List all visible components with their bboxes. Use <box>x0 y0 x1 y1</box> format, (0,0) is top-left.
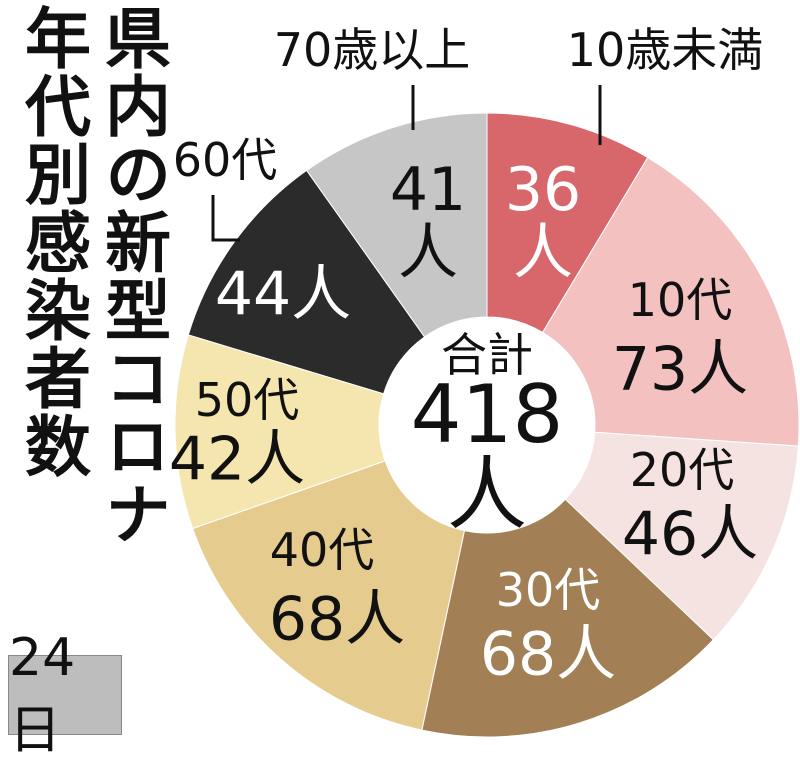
donut-segment <box>192 460 466 731</box>
value-label: 68人 <box>479 619 617 690</box>
category-label: 50代 <box>194 372 300 427</box>
category-label: 30代 <box>495 562 601 617</box>
value-label: 73人 <box>611 334 749 405</box>
category-label: 60代 <box>172 132 278 187</box>
title-line: 県内の新型コロナ <box>94 4 171 548</box>
leader-line <box>211 195 240 242</box>
category-label: 70歳以上 <box>273 22 471 77</box>
donut-segment <box>421 498 715 738</box>
date-badge: 24日 <box>8 628 122 761</box>
category-label: 40代 <box>269 522 375 577</box>
donut-segment <box>174 334 386 530</box>
value-label: 68人 <box>268 584 406 655</box>
value-label: 46人 <box>621 499 759 570</box>
donut-segment <box>541 156 800 447</box>
value-label: 42人 <box>168 424 306 495</box>
donut-segment <box>305 112 488 338</box>
value-label: 41人 <box>389 155 467 288</box>
title-line: 年代別感染者数 <box>14 4 91 480</box>
value-label: 36人 <box>504 155 582 288</box>
total-label: 合計 <box>441 327 533 382</box>
category-label: 10歳未満 <box>566 22 764 77</box>
total-value: 418人 <box>410 368 564 541</box>
donut-segment <box>187 169 426 395</box>
category-label: 10代 <box>627 272 733 327</box>
donut-segment <box>486 112 649 334</box>
donut-segment <box>564 431 799 641</box>
value-label: 44人 <box>214 259 352 330</box>
category-label: 20代 <box>629 442 735 497</box>
